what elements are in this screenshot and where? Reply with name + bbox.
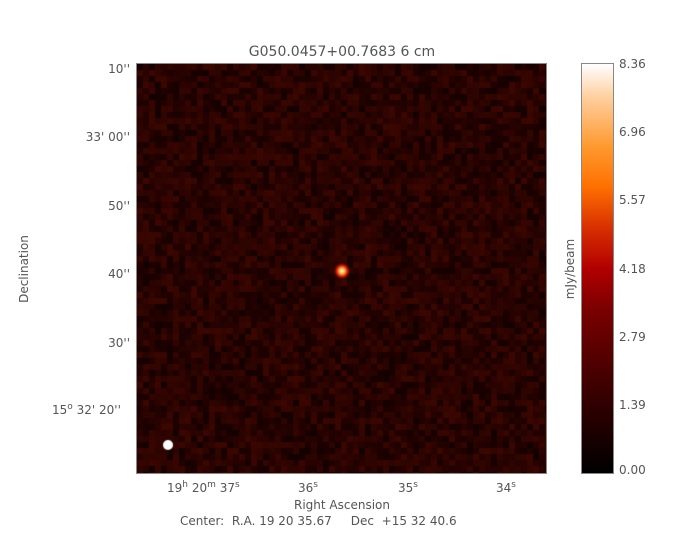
- image-plot-area: [136, 63, 547, 474]
- colorbar-label: mJy/beam: [563, 238, 577, 300]
- y-tick: 15o 32' 20'': [52, 402, 121, 417]
- y-axis-label: Declination: [16, 235, 31, 303]
- colorbar-tick: 5.57: [619, 193, 646, 207]
- y-tick: 30'': [108, 336, 130, 350]
- x-tick: 35s: [398, 480, 418, 495]
- y-tick: 50'': [108, 199, 130, 213]
- y-tick: 40'': [108, 267, 130, 281]
- colorbar: [581, 63, 614, 474]
- colorbar-tick: 4.18: [619, 262, 646, 276]
- x-tick: 36s: [298, 480, 318, 495]
- y-tick: 10'': [108, 62, 130, 76]
- colorbar-tick: 2.79: [619, 330, 646, 344]
- x-axis-label: Right Ascension: [294, 498, 390, 512]
- colorbar-tick: 8.36: [619, 57, 646, 71]
- center-coordinates: Center: R.A. 19 20 35.67 Dec +15 32 40.6: [180, 514, 457, 528]
- colorbar-tick: 0.00: [619, 463, 646, 477]
- radio-map-image: [137, 64, 546, 473]
- x-tick: 34s: [496, 480, 516, 495]
- colorbar-tick: 1.39: [619, 398, 646, 412]
- y-tick: 33' 00'': [85, 130, 130, 144]
- colorbar-tick: 6.96: [619, 125, 646, 139]
- chart-title: G050.0457+00.7683 6 cm: [248, 44, 436, 60]
- x-tick: 19h 20m 37s: [167, 480, 240, 495]
